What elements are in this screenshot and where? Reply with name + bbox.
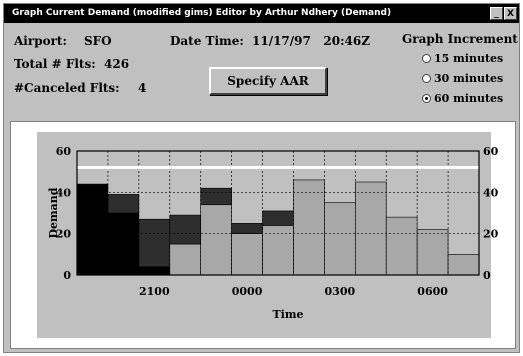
y-tick-label-right: 40	[483, 186, 499, 199]
canceled-flights-value: 4	[138, 81, 147, 95]
window-title: Graph Current Demand (modified gims) Edi…	[12, 8, 392, 18]
increment-option-60[interactable]: 60 minutes	[422, 92, 503, 105]
y-tick-label-left: 40	[56, 186, 72, 199]
x-axis-label: Time	[272, 308, 303, 321]
x-tick-label: 2100	[139, 285, 170, 298]
demand-graph-window: Graph Current Demand (modified gims) Edi…	[3, 3, 520, 353]
title-bar[interactable]: Graph Current Demand (modified gims) Edi…	[4, 4, 519, 23]
bar-scheduled	[231, 233, 263, 276]
increment-option-label: 30 minutes	[434, 72, 504, 85]
y-tick-label-left: 0	[63, 269, 71, 282]
datetime-value: 11/17/97 20:46Z	[252, 34, 370, 48]
y-tick-label-left: 20	[56, 228, 72, 241]
bar-active	[76, 183, 109, 276]
increment-option-label: 60 minutes	[434, 92, 504, 105]
x-tick-label: 0300	[325, 285, 356, 298]
total-flights-value: 426	[104, 57, 130, 71]
bar-scheduled	[200, 204, 232, 276]
datetime-label: Date Time:	[170, 34, 244, 48]
bar-scheduled	[385, 216, 418, 276]
x-tick-label: 0600	[417, 285, 448, 298]
bar-scheduled	[169, 243, 201, 276]
y-tick-label-right: 0	[483, 269, 491, 282]
y-axis-label: Demand	[47, 187, 60, 238]
radio-button[interactable]	[422, 74, 431, 83]
bar-proposed	[262, 210, 294, 226]
increment-option-label: 15 minutes	[434, 52, 504, 65]
graph-panel: 0 0 20 20 40 40 60 60 2100 0000 0300 0600 Time Demand	[10, 121, 516, 349]
bar-active	[107, 212, 140, 276]
bar-scheduled	[447, 254, 480, 276]
bar-proposed	[138, 218, 171, 268]
specify-aar-button[interactable]: Specify AAR	[209, 67, 327, 95]
y-tick-label-right: 20	[483, 228, 499, 241]
bar-proposed	[200, 187, 232, 206]
bar-scheduled	[416, 229, 449, 276]
total-flights-label: Total # Flts:	[14, 57, 96, 71]
bar-proposed	[107, 194, 140, 214]
graph-increment-title: Graph Increment	[402, 32, 518, 46]
close-button[interactable]: X	[504, 7, 517, 20]
window-controls: _ X	[490, 7, 517, 20]
y-tick-label-left: 60	[56, 145, 72, 158]
demand-chart: 0 0 20 20 40 40 60 60 2100 0000 0300 0600 Time Demand	[47, 145, 499, 321]
bar-scheduled	[355, 181, 387, 276]
airport-value: SFO	[84, 34, 112, 48]
radio-button[interactable]	[422, 94, 431, 103]
bar-proposed	[169, 214, 201, 245]
airport-label: Airport:	[14, 34, 67, 48]
canceled-flights-label: #Canceled Flts:	[14, 81, 120, 95]
bar-active	[138, 266, 171, 276]
minimize-button[interactable]: _	[490, 7, 503, 20]
increment-option-15[interactable]: 15 minutes	[422, 52, 503, 65]
bar-scheduled	[324, 202, 356, 276]
y-tick-label-right: 60	[483, 145, 499, 158]
increment-option-30[interactable]: 30 minutes	[422, 72, 503, 85]
radio-button[interactable]	[422, 54, 431, 63]
plot-frame	[76, 150, 480, 276]
x-tick-label: 0000	[232, 285, 263, 298]
bar-proposed	[231, 223, 263, 234]
bar-scheduled	[293, 179, 325, 276]
bar-scheduled	[262, 225, 294, 276]
